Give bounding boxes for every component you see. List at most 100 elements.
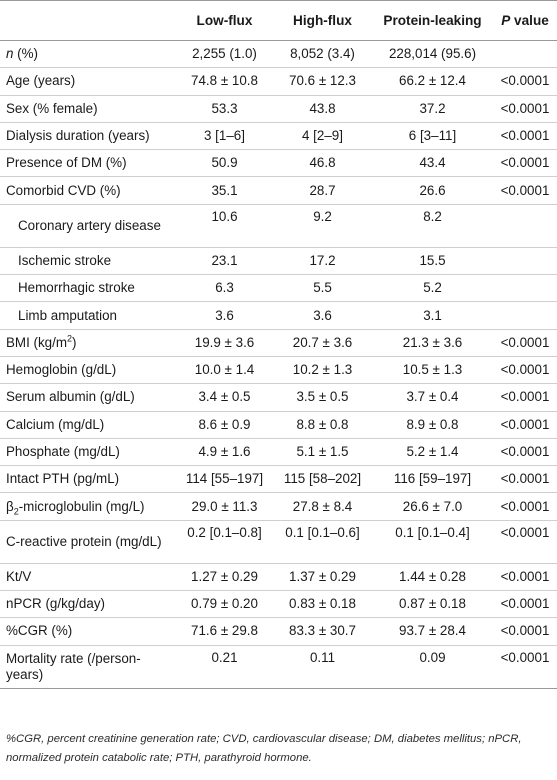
cell-low-flux: 3 [1–6] (176, 121, 273, 150)
header-p-rest: value (510, 13, 549, 28)
cell-p-value: <0.0001 (493, 67, 557, 96)
cell-protein-leaking: 3.1 (372, 301, 493, 330)
cell-high-flux: 1.37 ± 0.29 (273, 562, 372, 591)
row-label: C-reactive protein (mg/dL) (0, 519, 176, 564)
cell-high-flux: 70.6 ± 12.3 (273, 67, 372, 96)
table-row: Age (years) 74.8 ± 10.8 70.6 ± 12.3 66.2… (0, 67, 557, 96)
table-row: Limb amputation 3.6 3.6 3.1 (0, 301, 557, 330)
row-label-after: ) (72, 334, 77, 350)
row-label: Sex (% female) (0, 94, 176, 123)
row-label: %CGR (%) (0, 617, 176, 646)
row-label: Dialysis duration (years) (0, 121, 176, 150)
row-label: Presence of DM (%) (0, 149, 176, 177)
cell-protein-leaking: 43.4 (372, 149, 493, 177)
table-row: β2-microglobulin (mg/L) 29.0 ± 11.3 27.8… (0, 492, 557, 521)
cell-low-flux: 3.6 (176, 301, 273, 330)
row-label: Mortality rate (/person-years) (0, 644, 176, 689)
row-label: Phosphate (mg/dL) (0, 437, 176, 466)
cell-low-flux: 4.9 ± 1.6 (176, 437, 273, 466)
cell-low-flux: 23.1 (176, 246, 273, 275)
cell-low-flux: 3.4 ± 0.5 (176, 383, 273, 412)
cell-p-value (493, 246, 557, 275)
table-row: n (%) 2,255 (1.0) 8,052 (3.4) 228,014 (9… (0, 41, 557, 68)
row-label: β2-microglobulin (mg/L) (0, 492, 176, 521)
row-label: Serum albumin (g/dL) (0, 383, 176, 412)
cell-protein-leaking: 8.9 ± 0.8 (372, 410, 493, 439)
row-label: Intact PTH (pg/mL) (0, 465, 176, 493)
row-label-italic: n (6, 46, 14, 62)
cell-protein-leaking: 5.2 ± 1.4 (372, 437, 493, 466)
cell-low-flux: 0.21 (176, 644, 273, 689)
cell-low-flux: 29.0 ± 11.3 (176, 492, 273, 521)
cell-high-flux: 28.7 (273, 176, 372, 205)
row-label-sub: 2 (13, 506, 19, 517)
table-row: Kt/V 1.27 ± 0.29 1.37 ± 0.29 1.44 ± 0.28… (0, 562, 557, 591)
cell-high-flux: 5.5 (273, 274, 372, 302)
table-row: Dialysis duration (years) 3 [1–6] 4 [2–9… (0, 121, 557, 150)
cell-low-flux: 6.3 (176, 274, 273, 302)
row-label: Kt/V (0, 562, 176, 591)
cell-protein-leaking: 93.7 ± 28.4 (372, 617, 493, 646)
cell-high-flux: 43.8 (273, 94, 372, 123)
row-label: BMI (kg/m2) (0, 328, 176, 357)
cell-high-flux: 4 [2–9] (273, 121, 372, 150)
cell-p-value (493, 274, 557, 302)
header-protein-leaking: Protein-leaking (372, 0, 493, 41)
cell-high-flux: 8.8 ± 0.8 (273, 410, 372, 439)
cell-low-flux: 53.3 (176, 94, 273, 123)
cell-low-flux: 10.0 ± 1.4 (176, 355, 273, 384)
baseline-characteristics-table: Low-flux High-flux Protein-leaking P val… (0, 0, 557, 689)
cell-protein-leaking: 21.3 ± 3.6 (372, 328, 493, 357)
cell-p-value: <0.0001 (493, 617, 557, 646)
cell-p-value: <0.0001 (493, 149, 557, 177)
cell-protein-leaking: 26.6 ± 7.0 (372, 492, 493, 521)
cell-protein-leaking: 37.2 (372, 94, 493, 123)
cell-high-flux: 83.3 ± 30.7 (273, 617, 372, 646)
cell-high-flux: 20.7 ± 3.6 (273, 328, 372, 357)
cell-protein-leaking: 5.2 (372, 274, 493, 302)
cell-protein-leaking: 6 [3–11] (372, 121, 493, 150)
cell-p-value: <0.0001 (493, 644, 557, 689)
cell-low-flux: 10.6 (176, 203, 273, 248)
row-label: Calcium (mg/dL) (0, 410, 176, 439)
cell-protein-leaking: 0.1 [0.1–0.4] (372, 519, 493, 564)
row-label: Hemorrhagic stroke (0, 274, 176, 302)
table-row: Serum albumin (g/dL) 3.4 ± 0.5 3.5 ± 0.5… (0, 383, 557, 412)
cell-protein-leaking: 8.2 (372, 203, 493, 248)
row-label-text: BMI (kg/m (6, 334, 68, 350)
cell-p-value: <0.0001 (493, 383, 557, 412)
table-row: Ischemic stroke 23.1 17.2 15.5 (0, 246, 557, 275)
cell-low-flux: 50.9 (176, 149, 273, 177)
table-row: Presence of DM (%) 50.9 46.8 43.4 <0.000… (0, 149, 557, 177)
cell-protein-leaking: 1.44 ± 0.28 (372, 562, 493, 591)
cell-p-value: <0.0001 (493, 492, 557, 521)
cell-p-value: <0.0001 (493, 121, 557, 150)
cell-p-value: <0.0001 (493, 519, 557, 564)
cell-low-flux: 74.8 ± 10.8 (176, 67, 273, 96)
cell-low-flux: 19.9 ± 3.6 (176, 328, 273, 357)
cell-protein-leaking: 228,014 (95.6) (388, 46, 477, 62)
cell-protein-leaking: 0.09 (372, 644, 493, 689)
header-p-value: P value (493, 0, 557, 41)
table-row: Intact PTH (pg/mL) 114 [55–197] 115 [58–… (0, 465, 557, 493)
header-blank (0, 0, 176, 41)
cell-protein-leaking: 0.87 ± 0.18 (372, 590, 493, 618)
cell-p-value: <0.0001 (493, 94, 557, 123)
table-row: BMI (kg/m2) 19.9 ± 3.6 20.7 ± 3.6 21.3 ±… (0, 328, 557, 357)
cell-p-value: <0.0001 (493, 176, 557, 205)
table-row: C-reactive protein (mg/dL) 0.2 [0.1–0.8]… (0, 519, 557, 564)
cell-protein-leaking: 66.2 ± 12.4 (372, 67, 493, 96)
cell-protein-leaking: 116 [59–197] (372, 465, 493, 493)
cell-high-flux: 3.6 (273, 301, 372, 330)
cell-p-value (493, 203, 557, 248)
cell-p-value: <0.0001 (493, 590, 557, 618)
cell-high-flux: 27.8 ± 8.4 (273, 492, 372, 521)
cell-low-flux: 35.1 (176, 176, 273, 205)
cell-p-value: <0.0001 (493, 465, 557, 493)
table-row: Hemoglobin (g/dL) 10.0 ± 1.4 10.2 ± 1.3 … (0, 355, 557, 384)
cell-low-flux: 0.2 [0.1–0.8] (176, 519, 273, 564)
header-row: Low-flux High-flux Protein-leaking P val… (0, 0, 557, 41)
cell-p-value (493, 41, 557, 68)
cell-high-flux: 46.8 (273, 149, 372, 177)
